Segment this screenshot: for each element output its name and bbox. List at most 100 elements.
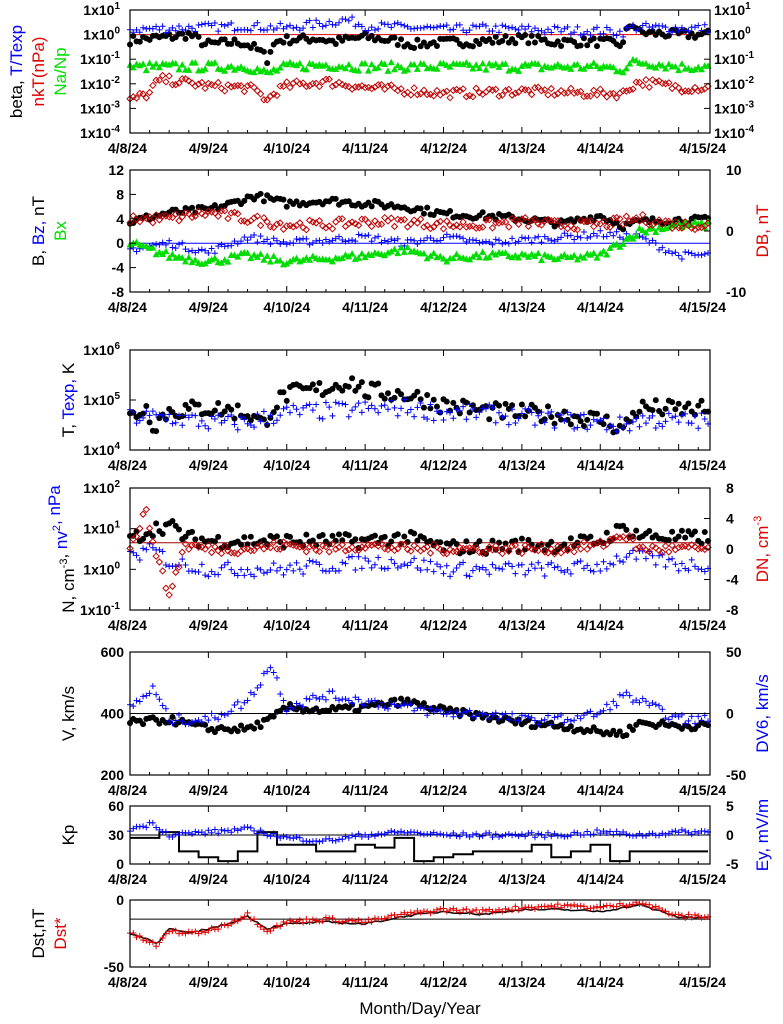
data-point (296, 59, 304, 67)
data-point (191, 540, 200, 549)
data-point (424, 204, 431, 211)
data-point (319, 567, 326, 574)
data-point (665, 910, 672, 917)
series-db (126, 207, 712, 234)
data-point (140, 414, 147, 421)
data-point (492, 831, 499, 838)
data-point (472, 224, 480, 232)
data-point (172, 831, 179, 838)
data-point (593, 62, 601, 69)
data-point (368, 238, 375, 245)
data-point (548, 559, 555, 566)
data-point (548, 413, 555, 420)
data-point (662, 249, 669, 256)
data-point (283, 397, 290, 404)
data-point (430, 223, 438, 231)
data-point (482, 66, 490, 73)
data-point (185, 77, 193, 85)
data-point (416, 215, 425, 223)
data-point (215, 716, 222, 723)
data-point (492, 236, 499, 243)
data-point (287, 22, 294, 29)
data-point (240, 545, 249, 553)
data-point (682, 534, 689, 541)
data-point (205, 250, 212, 256)
data-point (152, 250, 160, 258)
data-point (377, 80, 386, 89)
data-point (368, 60, 376, 68)
data-point (528, 409, 535, 416)
data-point (270, 560, 277, 567)
data-point (558, 42, 565, 49)
data-point (273, 567, 280, 574)
plot-frame (129, 9, 711, 134)
data-point (460, 235, 467, 242)
data-point (260, 408, 267, 415)
data-point (313, 837, 320, 844)
kp-step-line (130, 831, 708, 863)
data-point (345, 252, 353, 260)
data-point (535, 559, 542, 566)
data-point (479, 21, 486, 28)
data-point (501, 86, 510, 95)
data-point (378, 402, 385, 409)
data-point (558, 711, 565, 718)
data-point (189, 528, 196, 535)
data-point (254, 565, 261, 572)
data-point (678, 412, 685, 419)
data-point (473, 906, 480, 913)
data-point (254, 830, 261, 837)
right-tick-label: 0 (726, 706, 734, 722)
data-point (159, 23, 166, 30)
data-point (610, 831, 617, 838)
data-point (528, 561, 535, 568)
data-point (411, 530, 418, 537)
data-point (577, 558, 584, 565)
data-point (146, 412, 153, 419)
data-point (587, 728, 594, 735)
data-point (463, 906, 470, 913)
data-point (525, 40, 532, 47)
data-point (482, 216, 490, 224)
data-point (309, 407, 316, 414)
x-tick-label: 4/11/24 (342, 974, 388, 990)
data-point (623, 421, 630, 428)
y-tick-label: 1x102 (83, 479, 120, 496)
data-point (606, 535, 614, 543)
data-point (195, 930, 202, 937)
data-point (313, 559, 320, 566)
data-point (447, 906, 454, 913)
data-point (688, 250, 695, 257)
data-point (238, 566, 245, 573)
data-point (205, 20, 212, 27)
data-point (613, 553, 620, 560)
data-point (394, 531, 401, 538)
data-point (437, 830, 444, 837)
data-point (623, 554, 630, 561)
data-point (355, 553, 362, 560)
data-point (280, 39, 287, 46)
data-point (159, 935, 166, 942)
data-point (642, 698, 649, 705)
x-tick-label: 4/9/24 (189, 457, 228, 473)
data-point (338, 541, 346, 549)
data-point (264, 26, 271, 33)
data-point (129, 63, 137, 71)
data-point (502, 413, 509, 420)
series-bx (126, 218, 712, 268)
data-point (695, 713, 702, 720)
data-point (175, 65, 183, 73)
data-point (420, 700, 427, 707)
data-point (430, 249, 438, 257)
data-point (659, 706, 666, 713)
data-point (411, 707, 418, 714)
data-point (319, 240, 326, 247)
data-point (489, 39, 496, 46)
data-point (515, 26, 522, 33)
data-point (633, 527, 640, 534)
data-point (463, 399, 470, 406)
data-point (244, 909, 251, 916)
data-point (329, 237, 336, 244)
data-point (554, 901, 561, 908)
data-point (424, 712, 431, 719)
